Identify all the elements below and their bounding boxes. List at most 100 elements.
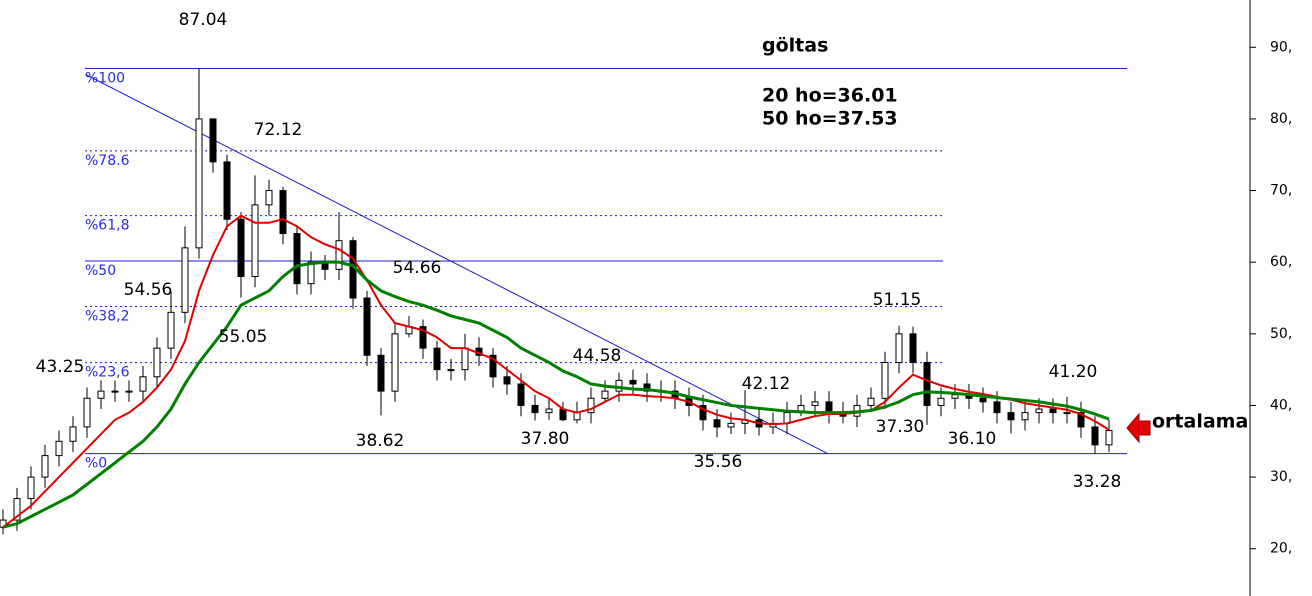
candle-body [1035,408,1043,414]
fib-label: %78.6 [85,153,130,169]
price-annotation: 42.12 [742,374,791,394]
candle-body [895,333,903,363]
candle-body [223,161,231,220]
price-annotation: 87.04 [179,10,228,30]
candle-body [1021,412,1029,421]
candle-body [587,397,595,414]
price-annotation: 54.66 [393,258,442,278]
moving-average [2,260,1110,529]
candle-body [1007,412,1015,421]
moving-average [2,214,1110,529]
arrow-label: ortalama [1152,411,1248,433]
y-tick-label: 60, [1270,254,1292,270]
candle-body [825,401,833,414]
candle-body [979,397,987,403]
candle-body [377,354,385,392]
candle-body [993,401,1001,414]
candle-body [181,247,189,313]
candle-body [391,333,399,392]
price-annotation: 33.28 [1073,472,1122,492]
candle-body [503,376,511,385]
candle-body [153,347,161,378]
candle-body [419,326,427,349]
candle-body [461,347,469,371]
fib-label: %23,6 [85,365,130,381]
candle-body [447,369,455,372]
price-annotation: 72.12 [254,120,303,140]
fib-label: %61,8 [85,218,129,234]
candle-body [195,118,203,249]
y-tick-label: 90, [1270,39,1292,55]
candle-body [937,397,945,406]
candle-body [265,190,273,206]
candle-body [517,383,525,406]
candle-body [531,404,539,414]
candle-body [1105,430,1113,446]
candle-body [251,204,259,278]
candle-body [293,233,301,285]
candle-body [125,390,133,393]
y-tick-label: 40, [1270,397,1292,413]
candle-body [279,190,287,235]
arrow [1126,412,1151,444]
candle-body [615,379,623,392]
candle-body [573,412,581,421]
candle-body [27,476,35,500]
y-tick-label: 50, [1270,326,1292,342]
candle-body [55,440,63,457]
candle-body [1063,412,1071,415]
price-annotation: 35.56 [694,452,743,472]
candle-body [783,412,791,424]
candle-body [559,408,567,421]
candle-body [69,426,77,442]
candle-body [433,347,441,371]
legend-text: 20 ho=36.01 [762,85,898,107]
candle-body [209,118,217,163]
y-tick-label: 80, [1270,111,1292,127]
price-annotation: 43.25 [36,357,85,377]
fib-label: %100 [85,70,125,86]
candle-body [601,390,609,399]
fib-label: %50 [85,263,116,279]
candle-body [237,218,245,278]
candle-body [13,498,21,521]
candle-body [727,422,735,428]
price-annotation: 51.15 [873,290,922,310]
candle-body [713,419,721,428]
candle-body [1077,412,1085,428]
candle-body [545,408,553,414]
price-annotation: 37.80 [521,429,570,449]
price-annotation: 44.58 [573,346,622,366]
candle-body [335,240,343,270]
candle-body [1049,408,1057,414]
candle-body [867,397,875,406]
candle-body [923,361,931,406]
price-annotation: 37.30 [876,417,925,437]
candle-body [97,390,105,399]
candle-body [881,361,889,399]
candle-body [909,333,917,363]
candle-body [811,401,819,406]
candle-body [167,311,175,349]
fib-label: %38,2 [85,308,129,324]
price-annotation: 36.10 [948,429,997,449]
candle-body [83,397,91,428]
y-tick-label: 20, [1270,541,1292,557]
candle-body [41,455,49,478]
fib-label: %0 [85,456,107,472]
trendline [85,74,828,455]
candle-body [951,394,959,399]
y-tick-label: 70, [1270,183,1292,199]
candle-body [111,390,119,393]
candle-body [629,379,637,385]
candle-body [139,376,147,392]
candle-body [1091,426,1099,446]
y-tick-label: 30, [1270,469,1292,485]
price-annotation: 55.05 [219,327,268,347]
price-annotation: 38.62 [356,431,405,451]
candle-body [363,297,371,356]
candle-body [489,354,497,378]
chart-title: göltas [762,35,828,57]
